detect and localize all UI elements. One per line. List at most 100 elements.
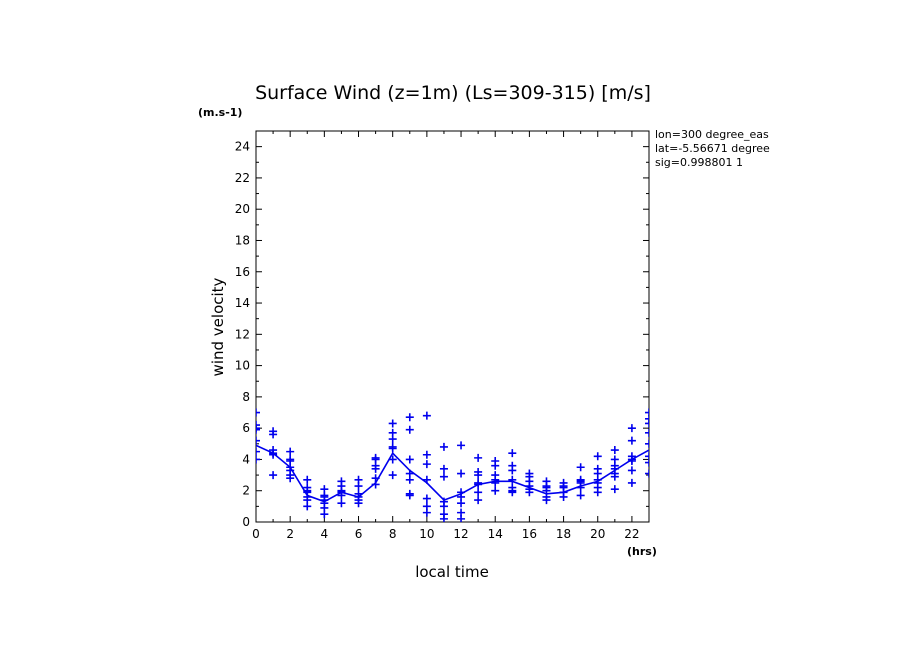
info-line-lat: lat=-5.56671 degree: [655, 142, 770, 155]
scatter-point: [627, 436, 636, 445]
scatter-point: [388, 419, 397, 428]
scatter-point: [388, 435, 397, 444]
x-tick-label: 14: [488, 527, 503, 541]
x-tick-label: 4: [321, 527, 329, 541]
data-group: [256, 408, 649, 522]
y-tick-label: 20: [235, 202, 250, 216]
scatter-point: [303, 502, 312, 511]
scatter-point: [457, 499, 466, 508]
x-tick-label: 16: [522, 527, 537, 541]
scatter-point: [388, 471, 397, 480]
scatter-point: [439, 442, 448, 451]
scatter-point: [256, 424, 260, 433]
scatter-point: [593, 488, 602, 497]
scatter-point: [474, 471, 483, 480]
scatter-point: [542, 496, 551, 505]
x-tick-label: 22: [624, 527, 639, 541]
scatter-point: [422, 475, 431, 484]
scatter-point: [405, 425, 414, 434]
x-tick-label: 20: [590, 527, 605, 541]
scatter-point: [645, 419, 649, 428]
scatter-point: [422, 508, 431, 517]
y-tick-label: 10: [235, 359, 250, 373]
scatter-point: [645, 469, 649, 478]
scatter-point: [256, 455, 260, 464]
scatter-point: [320, 510, 329, 519]
scatter-point: [439, 464, 448, 473]
y-tick-label: 12: [235, 327, 250, 341]
scatter-point: [627, 478, 636, 487]
scatter-point: [576, 483, 585, 492]
scatter-point: [405, 455, 414, 464]
scatter-point: [337, 499, 346, 508]
scatter-point: [508, 466, 517, 475]
x-tick-label: 10: [419, 527, 434, 541]
x-tick-label: 6: [355, 527, 363, 541]
y-tick-label: 2: [242, 484, 250, 498]
y-tick-label: 8: [242, 390, 250, 404]
scatter-point: [576, 463, 585, 472]
scatter-point: [627, 457, 636, 466]
scatter-point: [303, 475, 312, 484]
scatter-point: [256, 408, 260, 417]
scatter-point: [645, 458, 649, 467]
scatter-point: [388, 444, 397, 453]
scatter-point: [256, 447, 260, 456]
scatter-point: [627, 466, 636, 475]
y-tick-label: 14: [235, 296, 250, 310]
scatter-point: [269, 430, 278, 439]
x-tick-label: 2: [286, 527, 294, 541]
x-tick-label: 12: [453, 527, 468, 541]
scatter-point: [645, 428, 649, 437]
scatter-point: [559, 492, 568, 501]
scatter-point: [645, 452, 649, 461]
scatter-point: [256, 421, 260, 430]
scatter-point: [422, 494, 431, 503]
scatter-point: [439, 502, 448, 511]
scatter-point: [405, 491, 414, 500]
scatter-point: [457, 514, 466, 522]
plot-frame: [255, 130, 650, 523]
y-tick-label: 6: [242, 421, 250, 435]
scatter-point: [457, 469, 466, 478]
scatter-point: [439, 514, 448, 522]
scatter-point: [491, 486, 500, 495]
scatter-point: [422, 411, 431, 420]
scatter-point: [269, 471, 278, 480]
scatter-point: [388, 455, 397, 464]
y-tick-label: 24: [235, 140, 250, 154]
scatter-point: [286, 447, 295, 456]
scatter-point: [645, 439, 649, 448]
x-units-label: (hrs): [627, 545, 657, 558]
x-tick-label: 18: [556, 527, 571, 541]
scatter-point: [354, 499, 363, 508]
scatter-point: [508, 488, 517, 497]
info-line-lon: lon=300 degree_eas: [655, 128, 769, 141]
scatter-point: [474, 496, 483, 505]
chart-title: Surface Wind (z=1m) (Ls=309-315) [m/s]: [255, 82, 651, 104]
y-tick-label: 16: [235, 265, 250, 279]
scatter-point: [422, 460, 431, 469]
scatter-point: [610, 472, 619, 481]
scatter-point: [256, 425, 260, 434]
scatter-point: [439, 472, 448, 481]
y-units-label: (m.s-1): [198, 106, 242, 119]
scatter-point: [337, 491, 346, 500]
scatter-point: [422, 450, 431, 459]
scatter-point: [610, 485, 619, 494]
scatter-point: [457, 441, 466, 450]
scatter-point: [405, 413, 414, 422]
scatter-point: [627, 424, 636, 433]
scatter-point: [491, 461, 500, 470]
scatter-point: [576, 491, 585, 500]
scatter-point: [525, 488, 534, 497]
scatter-point: [405, 475, 414, 484]
y-tick-label: 0: [242, 515, 250, 529]
x-tick-label: 8: [389, 527, 397, 541]
y-tick-label: 18: [235, 233, 250, 247]
y-tick-label: 4: [242, 452, 250, 466]
y-axis-label: wind velocity: [209, 277, 227, 376]
scatter-point: [269, 450, 278, 459]
scatter-point: [645, 408, 649, 417]
